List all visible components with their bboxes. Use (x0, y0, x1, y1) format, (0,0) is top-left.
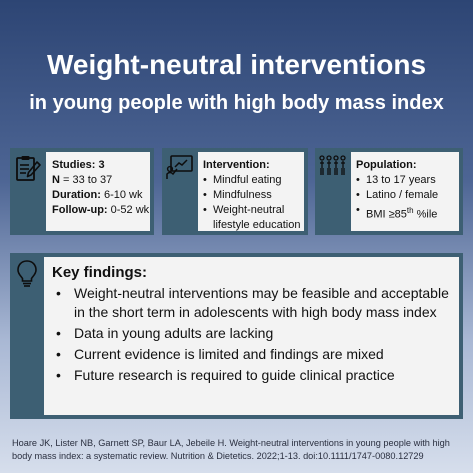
population-list: 13 to 17 years Latino / female BMI ≥85th… (356, 173, 459, 223)
intervention-heading: Intervention: (203, 159, 270, 171)
list-item: Future research is required to guide cli… (52, 366, 453, 385)
key-findings-card: Key findings: Weight-neutral interventio… (10, 253, 463, 419)
people-group-icon (319, 155, 346, 175)
lightbulb-icon (17, 260, 37, 287)
participants-row: N = 33 to 37 (52, 174, 113, 186)
list-item: Data in young adults are lacking (52, 324, 453, 343)
studies-content: Studies: 3 N = 33 to 37 Duration: 6-10 w… (46, 152, 150, 231)
intervention-card: Intervention: Mindful eating Mindfulness… (162, 148, 308, 235)
key-findings-content: Key findings: Weight-neutral interventio… (44, 257, 459, 415)
clipboard-pencil-icon (16, 156, 41, 181)
follow-up-row: Follow-up: 0-52 wk (52, 204, 150, 216)
title-main: Weight-neutral interventions (46, 49, 427, 80)
key-findings-list: Weight-neutral interventions may be feas… (52, 284, 453, 385)
duration-row: Duration: 6-10 wk (52, 189, 143, 201)
list-item: Weight-neutral (203, 203, 304, 218)
studies-row: Studies: 3 (52, 159, 105, 171)
citation: Hoare JK, Lister NB, Garnett SP, Baur LA… (12, 438, 450, 461)
population-content: Population: 13 to 17 years Latino / fema… (351, 152, 459, 231)
population-card: Population: 13 to 17 years Latino / fema… (315, 148, 463, 235)
population-heading: Population: (356, 159, 417, 171)
intervention-list: Mindful eating Mindfulness Weight-neutra… (203, 173, 304, 218)
key-findings-heading: Key findings: (52, 264, 148, 281)
list-item: Current evidence is limited and findings… (52, 345, 453, 364)
list-item: Weight-neutral interventions may be feas… (52, 284, 453, 322)
list-item: 13 to 17 years (356, 173, 459, 188)
list-item-continuation: lifestyle education (213, 219, 301, 231)
title-sub: in young people with high body mass inde… (29, 92, 444, 114)
studies-card: Studies: 3 N = 33 to 37 Duration: 6-10 w… (10, 148, 154, 235)
intervention-content: Intervention: Mindful eating Mindfulness… (198, 152, 304, 231)
list-item: Latino / female (356, 188, 459, 203)
presentation-board-icon (166, 155, 193, 179)
list-item: Mindfulness (203, 188, 304, 203)
list-item-bmi: BMI ≥85th %ile (356, 203, 459, 223)
list-item: Mindful eating (203, 173, 304, 188)
